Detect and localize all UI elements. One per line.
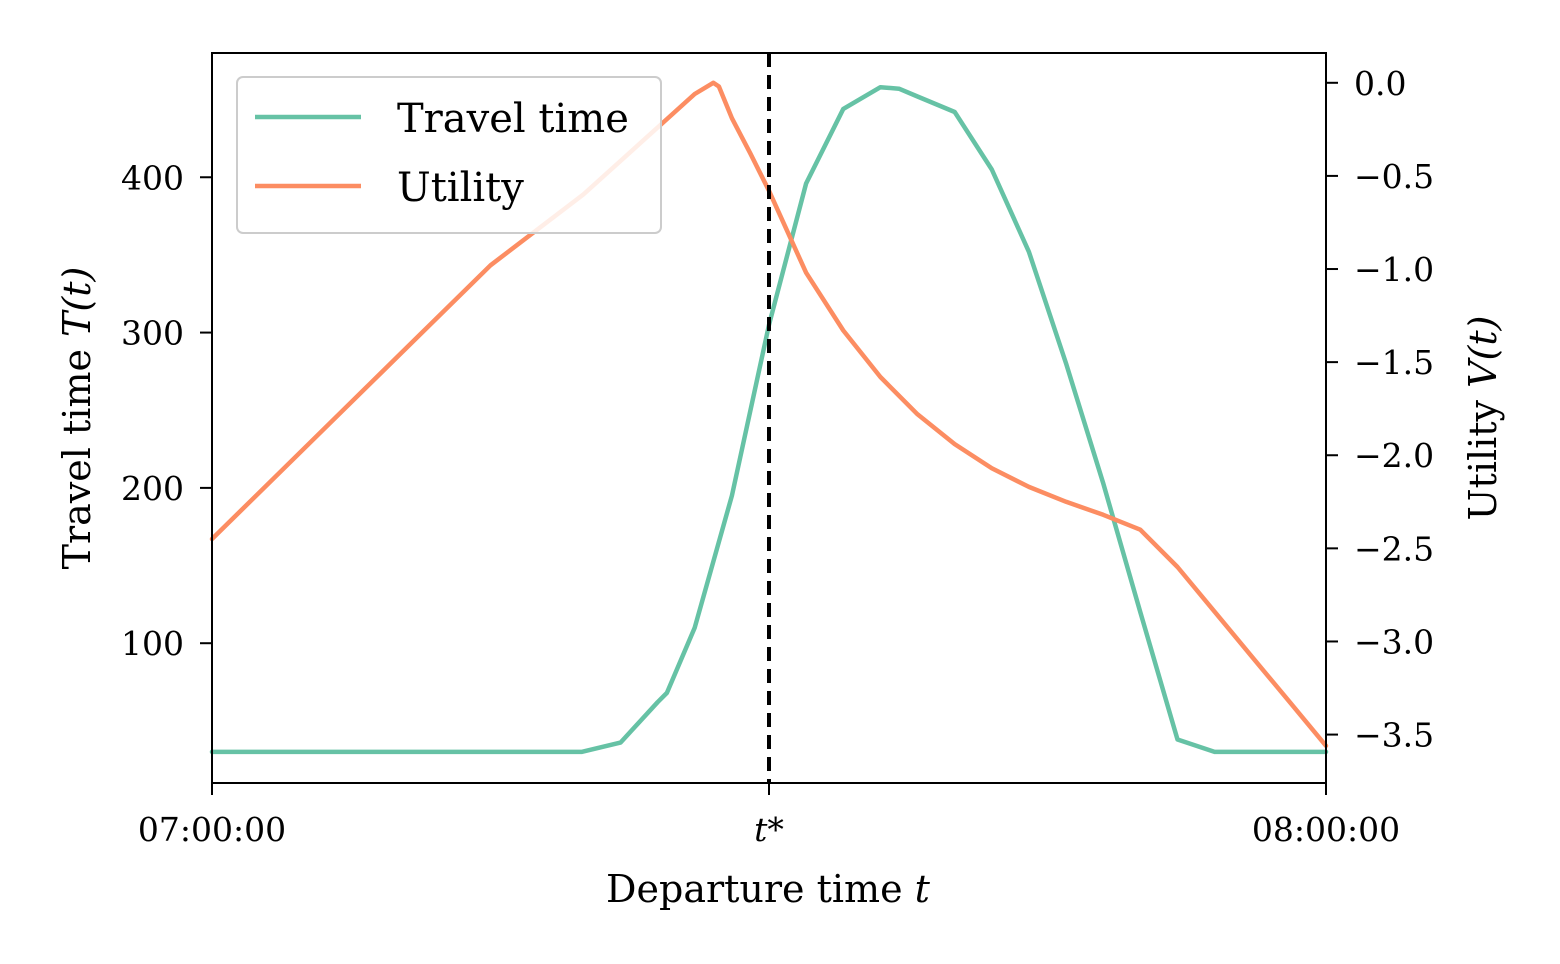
y-left-tick-label: 100 bbox=[121, 624, 184, 663]
x-tick-label: t* bbox=[754, 810, 784, 849]
y-right-tick-label: −3.0 bbox=[1354, 622, 1434, 661]
legend-label-travel-time: Travel time bbox=[397, 96, 629, 142]
legend-label-utility: Utility bbox=[397, 165, 524, 211]
y-right-tick-label: −3.5 bbox=[1354, 716, 1434, 755]
x-tick-label: 08:00:00 bbox=[1252, 810, 1400, 849]
x-axis: 07:00:00 t* 08:00:00 bbox=[138, 783, 1400, 849]
y-left-tick-label: 400 bbox=[121, 158, 184, 197]
y-right-tick-label: −2.5 bbox=[1354, 529, 1434, 568]
legend: Travel time Utility bbox=[236, 76, 662, 234]
y-axis-right-label: Utility V(t) bbox=[1461, 316, 1505, 521]
y-axis-left-label: Travel time T(t) bbox=[55, 267, 99, 570]
x-axis-label: Departure time t bbox=[606, 867, 931, 911]
y-left-tick-label: 300 bbox=[121, 314, 184, 353]
y-axis-left: 100 200 300 400 bbox=[121, 158, 212, 663]
y-axis-right: 0.0 −0.5 −1.0 −1.5 −2.0 −2.5 −3.0 −3.5 bbox=[1326, 64, 1434, 755]
y-left-tick-label: 200 bbox=[121, 469, 184, 508]
y-right-tick-label: −2.0 bbox=[1354, 436, 1434, 475]
y-right-tick-label: −1.0 bbox=[1354, 250, 1434, 289]
series-line-travel-time bbox=[209, 84, 1329, 755]
y-right-tick-label: 0.0 bbox=[1354, 64, 1406, 103]
y-right-tick-label: −1.5 bbox=[1354, 343, 1434, 382]
y-right-tick-label: −0.5 bbox=[1354, 157, 1434, 196]
x-tick-label: 07:00:00 bbox=[138, 810, 286, 849]
